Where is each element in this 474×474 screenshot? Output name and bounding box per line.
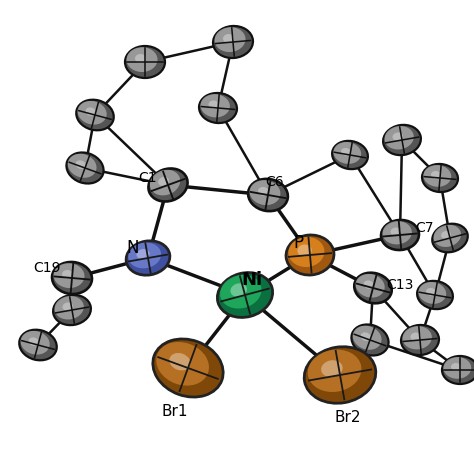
- Ellipse shape: [431, 171, 441, 179]
- Ellipse shape: [201, 94, 230, 118]
- Ellipse shape: [423, 165, 451, 187]
- Ellipse shape: [169, 353, 191, 370]
- Ellipse shape: [422, 164, 458, 192]
- Ellipse shape: [383, 221, 412, 245]
- Ellipse shape: [76, 100, 114, 130]
- Ellipse shape: [128, 243, 161, 268]
- Ellipse shape: [218, 273, 273, 318]
- Text: Br1: Br1: [162, 404, 188, 419]
- Ellipse shape: [53, 295, 91, 325]
- Ellipse shape: [250, 180, 281, 205]
- Ellipse shape: [148, 168, 188, 201]
- Ellipse shape: [321, 360, 343, 377]
- Ellipse shape: [361, 332, 371, 341]
- Ellipse shape: [442, 356, 474, 384]
- Text: Ni: Ni: [241, 271, 263, 289]
- Ellipse shape: [419, 282, 446, 304]
- Ellipse shape: [20, 331, 50, 355]
- Text: P: P: [293, 234, 303, 252]
- Ellipse shape: [341, 148, 351, 156]
- Ellipse shape: [156, 342, 209, 385]
- Text: C6: C6: [266, 175, 284, 189]
- Text: N: N: [127, 239, 139, 257]
- Ellipse shape: [333, 142, 361, 164]
- Ellipse shape: [384, 126, 414, 149]
- Ellipse shape: [52, 262, 92, 294]
- Ellipse shape: [153, 339, 223, 397]
- Ellipse shape: [304, 346, 376, 403]
- Text: C13: C13: [386, 278, 414, 292]
- Ellipse shape: [126, 241, 170, 275]
- Ellipse shape: [441, 231, 451, 239]
- Text: C1: C1: [139, 171, 157, 185]
- Ellipse shape: [288, 237, 324, 267]
- Ellipse shape: [215, 27, 246, 52]
- Ellipse shape: [158, 177, 169, 186]
- Ellipse shape: [62, 270, 73, 279]
- Ellipse shape: [258, 187, 269, 196]
- Ellipse shape: [209, 100, 219, 109]
- Ellipse shape: [76, 160, 86, 169]
- Ellipse shape: [354, 273, 392, 303]
- Ellipse shape: [410, 332, 421, 341]
- Ellipse shape: [230, 283, 247, 297]
- Ellipse shape: [356, 274, 385, 298]
- Ellipse shape: [364, 281, 374, 289]
- Ellipse shape: [402, 326, 432, 349]
- Ellipse shape: [353, 326, 382, 350]
- Ellipse shape: [28, 337, 39, 346]
- Ellipse shape: [417, 281, 453, 309]
- Ellipse shape: [137, 249, 150, 259]
- Ellipse shape: [391, 228, 401, 236]
- Ellipse shape: [383, 125, 421, 155]
- Text: C19: C19: [33, 261, 61, 275]
- Ellipse shape: [381, 220, 419, 250]
- Ellipse shape: [443, 357, 471, 379]
- Ellipse shape: [432, 224, 468, 252]
- Ellipse shape: [426, 288, 436, 296]
- Ellipse shape: [55, 296, 84, 319]
- Ellipse shape: [451, 363, 461, 371]
- Ellipse shape: [248, 179, 288, 211]
- Ellipse shape: [150, 170, 180, 195]
- Ellipse shape: [213, 26, 253, 58]
- Ellipse shape: [332, 141, 368, 169]
- Ellipse shape: [401, 325, 439, 355]
- Text: C7: C7: [416, 221, 434, 235]
- Ellipse shape: [125, 46, 165, 78]
- Ellipse shape: [19, 330, 57, 360]
- Ellipse shape: [127, 47, 157, 72]
- Ellipse shape: [66, 153, 104, 183]
- Ellipse shape: [78, 101, 107, 125]
- Ellipse shape: [220, 275, 262, 309]
- Ellipse shape: [135, 54, 146, 63]
- Ellipse shape: [297, 245, 312, 256]
- Ellipse shape: [434, 225, 461, 247]
- Ellipse shape: [54, 263, 84, 288]
- Ellipse shape: [63, 302, 73, 311]
- Ellipse shape: [223, 34, 234, 43]
- Text: Br2: Br2: [335, 410, 361, 426]
- Ellipse shape: [286, 235, 334, 275]
- Ellipse shape: [351, 325, 389, 356]
- Ellipse shape: [392, 132, 403, 141]
- Ellipse shape: [86, 108, 96, 116]
- Ellipse shape: [68, 154, 97, 178]
- Ellipse shape: [308, 350, 362, 392]
- Ellipse shape: [199, 93, 237, 123]
